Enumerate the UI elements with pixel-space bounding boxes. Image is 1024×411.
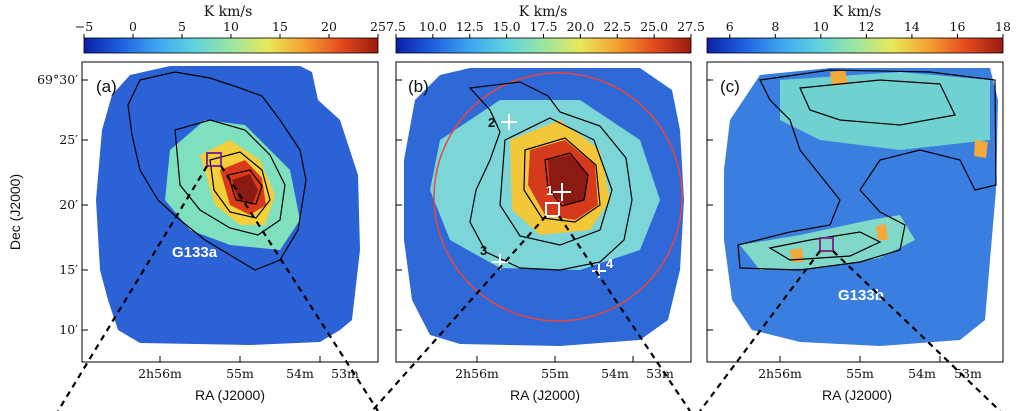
colorbar-tick-label: 8 <box>771 19 779 34</box>
colorbar-tick-label: 14 <box>904 19 920 34</box>
map-a: (a) G133a 69°30′ 25′ 20′ 15′ 10′ 2h56m 5… <box>7 61 379 403</box>
zoom-line-c-left <box>699 250 821 411</box>
x-tick-c-3: 54m <box>908 366 936 381</box>
map-b-source-square <box>545 202 560 217</box>
map-c-contour-outer <box>737 69 997 271</box>
map-a-contour-core <box>227 169 263 205</box>
x-tick-a-3: 54m <box>286 366 314 381</box>
y-tick-2: 25′ <box>59 132 78 147</box>
marker-1 <box>553 183 571 201</box>
colorbar-tick-label: 20.0 <box>566 19 594 34</box>
colorbar-b-unit: K km/s <box>519 4 568 20</box>
y-axis-title: Dec (J2000) <box>7 174 23 250</box>
colorbar-tick-label: 10 <box>223 19 239 34</box>
map-b-frame <box>395 61 692 363</box>
colorbar-tick-label: 15 <box>272 19 288 34</box>
colorbar-tick-label: 25.0 <box>640 19 668 34</box>
zoom-guide-lines <box>57 165 1001 411</box>
y-tick-3: 20′ <box>59 197 78 212</box>
panel-c-letter: (c) <box>720 77 740 96</box>
y-tick-4: 15′ <box>59 262 78 277</box>
map-b-contour-outer <box>468 81 633 271</box>
colorbar-b: K km/s 7.5 10.0 12.5 15.0 17.5 20.0 22.5 25.0 27… <box>386 4 705 54</box>
panel-b-letter: (b) <box>408 77 429 96</box>
colorbar-b-ticks: 7.5 10.0 12.5 15.0 17.5 20.0 22.5 25.0 27.5 <box>386 19 705 38</box>
colorbar-tick-label: 22.5 <box>603 19 631 34</box>
map-b: 1 2 3 4 (b) <box>395 61 692 403</box>
colorbar-a-ticks: −5 0 5 10 15 20 25 <box>75 19 386 38</box>
colorbar-c-ticks: 6 8 10 12 14 16 18 <box>726 19 1011 38</box>
marker-1-label: 1 <box>546 183 553 198</box>
x-axis-title-a: RA (J2000) <box>195 387 265 403</box>
zoom-line-a-left <box>57 165 208 411</box>
colorbar-c: K km/s 6 8 10 12 14 16 18 <box>706 4 1011 54</box>
x-tick-b-1: 2h56m <box>455 366 499 381</box>
colorbar-tick-label: 10.0 <box>419 19 447 34</box>
map-a-ticks <box>82 79 321 362</box>
colorbar-a: K km/s −5 0 5 10 15 20 25 <box>75 4 386 54</box>
colorbar-tick-label: 25 <box>370 19 386 34</box>
panel-b: K km/s 7.5 10.0 12.5 15.0 17.5 20.0 22.5 25.0 27… <box>386 4 705 403</box>
map-c-frame <box>706 61 1004 363</box>
map-b-beam-circle <box>433 72 683 322</box>
y-tick-1: 69°30′ <box>37 72 78 87</box>
colorbar-tick-label: 0 <box>129 19 137 34</box>
colorbar-tick-label: 6 <box>726 19 734 34</box>
colorbar-tick-label: 18 <box>995 19 1011 34</box>
colorbar-c-unit: K km/s <box>833 4 882 20</box>
map-c-source-square <box>819 237 834 252</box>
marker-2-label: 2 <box>488 115 495 130</box>
x-tick-b-4: 53m <box>646 366 674 381</box>
colorbar-a-unit: K km/s <box>204 4 253 20</box>
panel-c: K km/s 6 8 10 12 14 16 18 (c) G133b <box>706 4 1011 403</box>
map-c: (c) G133b 2h56m 55m 54m 53m RA (J2000) <box>706 61 1004 403</box>
x-tick-a-2: 55m <box>226 366 254 381</box>
map-a-frame <box>81 61 379 363</box>
colorbar-tick-label: 7.5 <box>386 19 406 34</box>
colorbar-a-gradient <box>83 37 379 54</box>
x-tick-c-1: 2h56m <box>758 366 802 381</box>
colorbar-c-gradient <box>706 37 1004 54</box>
colorbar-b-gradient <box>395 37 692 54</box>
colorbar-tick-label: 12 <box>858 19 874 34</box>
colorbar-tick-label: 10 <box>813 19 829 34</box>
map-b-contour-core <box>544 152 589 207</box>
marker-3-label: 3 <box>480 243 487 258</box>
map-c-contour-inner <box>768 79 956 261</box>
colorbar-tick-label: 17.5 <box>530 19 558 34</box>
region-label-g133a: G133a <box>172 244 218 261</box>
colorbar-tick-label: −5 <box>75 19 93 34</box>
colorbar-tick-label: 27.5 <box>677 19 705 34</box>
map-a-core <box>232 174 258 205</box>
map-b-ticks <box>396 79 634 362</box>
zoom-line-a-right <box>220 165 379 411</box>
map-b-contour-mid <box>499 117 613 246</box>
map-c-ticks <box>707 79 941 362</box>
x-tick-c-2: 55m <box>846 366 874 381</box>
colorbar-tick-label: 20 <box>321 19 337 34</box>
x-axis-title-b: RA (J2000) <box>510 387 580 403</box>
colorbar-tick-label: 15.0 <box>493 19 521 34</box>
region-label-g133b: G133b <box>838 287 884 304</box>
panel-a: K km/s −5 0 5 10 15 20 25 (a) G133a <box>7 4 386 403</box>
marker-2 <box>501 114 517 130</box>
x-tick-b-3: 54m <box>601 366 629 381</box>
y-tick-5: 10′ <box>59 322 78 337</box>
colorbar-tick-label: 16 <box>950 19 966 34</box>
marker-4-label: 4 <box>606 256 614 271</box>
x-tick-c-4: 53m <box>954 366 982 381</box>
panel-a-letter: (a) <box>96 77 117 96</box>
map-c-bright-ridge-top <box>780 72 990 150</box>
x-axis-title-c: RA (J2000) <box>822 387 892 403</box>
map-a-source-square <box>206 152 222 167</box>
x-tick-b-2: 55m <box>541 366 569 381</box>
map-a-contour-mid <box>174 119 286 236</box>
x-tick-a-1: 2h56m <box>138 366 182 381</box>
map-a-contour-inner <box>209 151 271 219</box>
zoom-line-c-right <box>832 250 1001 411</box>
colorbar-tick-label: 12.5 <box>456 19 484 34</box>
map-b-contour-inner <box>523 137 601 223</box>
colorbar-tick-label: 5 <box>178 19 186 34</box>
